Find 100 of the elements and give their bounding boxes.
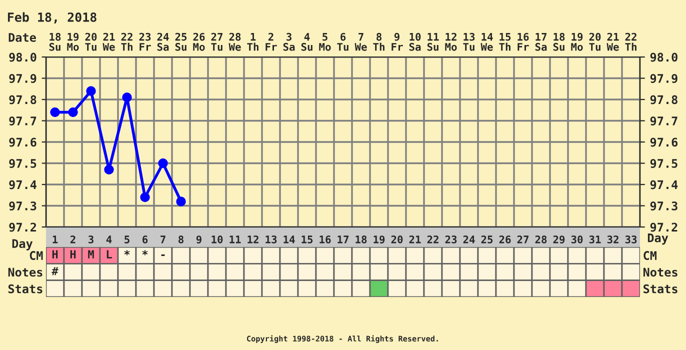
text: *: [124, 250, 130, 256]
x2-tick-label: 19 Mo: [67, 32, 79, 51]
point: [104, 164, 114, 174]
x-tick-label: 18: [356, 236, 367, 244]
text: M: [88, 250, 94, 258]
x-tick-label: 13: [266, 236, 277, 244]
x-tick-label: 3: [88, 236, 94, 244]
x-tick-label: 16: [320, 236, 331, 244]
y2-tick-label: 97.3: [650, 201, 678, 210]
x2-tick-label: 22 Th: [625, 32, 636, 51]
y-tick-label: 97.2: [9, 222, 36, 232]
x2-tick-label: 26 Mo: [193, 32, 205, 51]
x2-tick-label: 6 Tu: [337, 32, 348, 51]
x2-tick-label: 3 Sa: [283, 32, 295, 51]
x2-tick-label: 18 Su: [49, 32, 61, 51]
x-tick-label: 20: [391, 236, 403, 244]
x-tick-label: 5: [124, 236, 130, 244]
x2-tick-label: 21 We: [606, 32, 619, 51]
x2-tick-label: 28 We: [228, 32, 241, 51]
point: [50, 107, 60, 118]
text: -: [161, 254, 165, 256]
x-tick-label: 11: [230, 236, 241, 244]
y-tick-label: 97.6: [9, 138, 36, 147]
point: [158, 158, 168, 168]
category-label: Notes: [8, 268, 42, 277]
x-tick-label: 7: [160, 236, 166, 244]
x-tick-label: 6: [142, 236, 148, 244]
x-axis-title: Day: [648, 234, 668, 245]
x2-tick-label: 21 We: [102, 32, 115, 51]
x2-tick-label: 20 Tu: [85, 32, 97, 51]
y-tick-label: 97.8: [9, 95, 36, 104]
text: #: [52, 267, 58, 276]
y-tick-label: 97.5: [9, 159, 36, 168]
x-tick-label: 28: [535, 236, 547, 244]
y-tick-label: 98.0: [9, 52, 36, 62]
x2-tick-label: 27 Tu: [211, 32, 222, 51]
point: [122, 92, 132, 102]
y2-tick-label: 97.4: [650, 180, 678, 190]
y2-tick-label: 97.5: [650, 159, 678, 168]
x2-tick-label: 7 We: [354, 32, 367, 51]
x-tick-label: 15: [302, 236, 313, 244]
y2-tick-label: 97.8: [650, 95, 678, 104]
x-tick-label: 4: [106, 236, 112, 244]
text: H: [70, 250, 76, 258]
x-tick-label: 31: [589, 236, 601, 244]
x-tick-label: 21: [409, 236, 421, 244]
chart-title: Feb 18, 2018: [8, 12, 96, 24]
text: *: [142, 250, 148, 256]
y2-tick-label: 97.6: [650, 138, 678, 147]
x2-tick-label: 2 Fr: [266, 32, 277, 51]
x2-tick-label: 20 Tu: [589, 32, 601, 51]
point: [176, 196, 186, 206]
x-tick-label: 12: [248, 236, 258, 244]
x2-tick-label: 8 Th: [373, 32, 384, 51]
category-label: Notes: [643, 268, 678, 277]
x2-tick-label: 4 Su: [301, 32, 312, 51]
category-label: Stats: [8, 284, 42, 294]
x-tick-label: 29: [553, 236, 565, 244]
x2-tick-label: 1 Th: [247, 32, 258, 51]
x-tick-label: 33: [625, 236, 637, 244]
point: [140, 192, 150, 202]
x2-tick-label: 10 Sa: [409, 32, 421, 51]
x-tick-label: 19: [374, 236, 385, 244]
text: H: [52, 250, 58, 258]
y-tick-label: 97.4: [9, 180, 36, 190]
x-tick-label: 22: [427, 236, 438, 244]
x-tick-label: 2: [70, 236, 76, 244]
x2-tick-label: 22 Th: [121, 32, 132, 51]
x-tick-label: 1: [52, 236, 58, 244]
x-tick-label: 10: [212, 236, 223, 244]
y2-tick-label: 97.9: [650, 74, 678, 83]
y2-tick-label: 97.2: [650, 222, 678, 232]
category-label: CM: [644, 251, 656, 260]
x-tick-label: 23: [445, 236, 457, 244]
y-tick-label: 97.7: [9, 116, 36, 126]
x2-tick-label: 18 Su: [553, 32, 565, 51]
text: Day: [12, 239, 33, 250]
point: [68, 107, 78, 118]
x-tick-label: 30: [571, 236, 583, 244]
x2-tick-label: 13 Tu: [463, 32, 475, 51]
x-tick-label: 24: [463, 236, 475, 244]
x-tick-label: 14: [284, 236, 295, 244]
x-tick-label: 26: [499, 236, 511, 244]
x2-tick-label: 14 We: [480, 32, 493, 51]
y2-tick-label: 97.7: [650, 116, 678, 126]
text: L: [106, 250, 112, 258]
x2-tick-label: 17 Sa: [535, 32, 547, 51]
x-tick-label: 32: [607, 236, 618, 244]
x2-tick-label: 12 Mo: [445, 32, 457, 51]
y-tick-label: 97.9: [9, 74, 36, 83]
y2-tick-label: 98.0: [650, 52, 678, 62]
category-label: CM: [30, 251, 43, 260]
x2-tick-label: 11 Su: [427, 32, 439, 51]
category-label: Stats: [644, 284, 678, 294]
x-tick-label: 27: [517, 236, 528, 244]
x2-tick-label: 25 Su: [175, 32, 187, 51]
x2-tick-label: 24 Sa: [157, 32, 169, 51]
x2-tick-label: 23 Fr: [139, 32, 151, 51]
x2-tick-label: 16 Fr: [518, 32, 529, 51]
x2-tick-label: 19 Mo: [571, 32, 583, 51]
